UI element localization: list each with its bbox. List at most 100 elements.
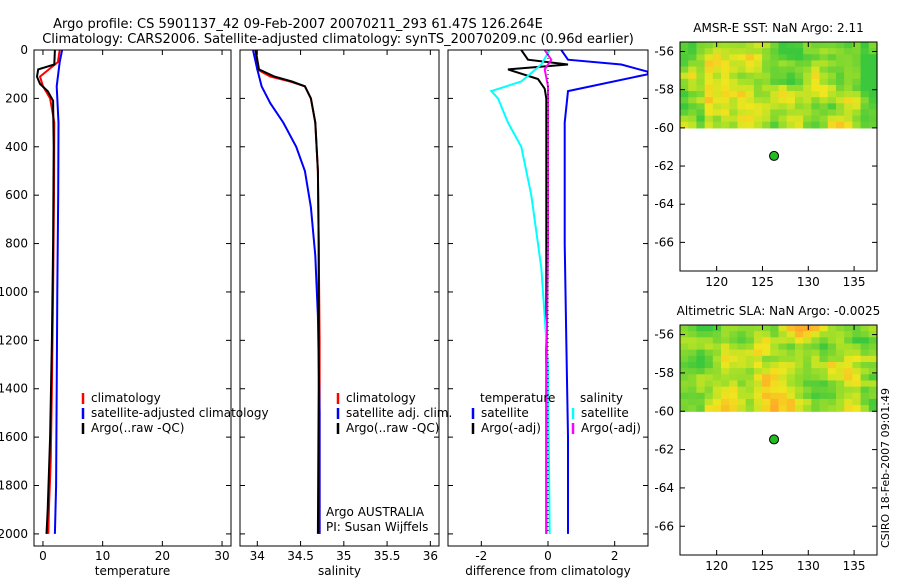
amsre-sst-heat-cell [696, 103, 706, 111]
amsre-sst-heat-cell [811, 91, 821, 98]
altimetric-sla-heat-cell [803, 405, 812, 412]
altimetric-sla-heat-cell [704, 349, 714, 357]
amsre-sst-frame [679, 41, 878, 272]
altimetric-sla-heat-cell [794, 343, 804, 351]
amsre-sst-heat-cell [737, 84, 747, 92]
altimetric-sla-heat-cell [778, 343, 788, 351]
difference-series-line [560, 50, 648, 534]
altimetric-sla-heat-cell [819, 343, 829, 351]
altimetric-sla-heat-cell [860, 386, 870, 394]
altimetric-sla-heat-cell [680, 337, 689, 345]
altimetric-sla-heat-cell [753, 398, 763, 406]
amsre-sst-heat-cell [827, 66, 837, 74]
amsre-sst-heat-cell [770, 121, 780, 129]
altimetric-sla-heat-cell [688, 355, 698, 363]
altimetric-sla-heat-cell [860, 374, 870, 382]
temperature-frame [33, 49, 232, 547]
altimetric-sla-heat-cell [794, 386, 804, 394]
amsre-sst-heat-cell [835, 48, 845, 55]
altimetric-sla-heat-cell [737, 355, 747, 363]
altimetric-sla-heat-cell [844, 361, 853, 369]
amsre-sst-heat-cell [786, 42, 796, 49]
amsre-sst-heat-cell [811, 54, 821, 61]
amsre-sst-heat-cell [835, 109, 845, 117]
amsre-sst-heat-cell [680, 121, 689, 129]
altimetric-sla-heat-cell [680, 392, 689, 400]
altimetric-sla-heat-cell [811, 392, 821, 400]
altimetric-sla-heat-cell [778, 380, 788, 388]
altimetric-sla-heat-cell [778, 337, 788, 345]
amsre-sst-heat-cell [835, 72, 845, 80]
altimetric-sla-heat-cell [721, 331, 730, 338]
altimetric-sla-heat-cell [844, 349, 853, 357]
altimetric-sla-heat-cell [721, 355, 730, 363]
amsre-sst-heat-cell [688, 121, 698, 129]
altimetric-sla-heat-cell [819, 355, 829, 363]
altimetric-sla-heat-cell [868, 380, 878, 388]
amsre-sst-heat-cell [811, 97, 821, 104]
amsre-sst-heat-cell [721, 109, 730, 117]
altimetric-sla-heat-cell [721, 349, 730, 357]
altimetric-sla-heat-cell [811, 343, 821, 351]
altimetric-sla-heat-cell [762, 380, 771, 388]
amsre-sst-heat-cell [811, 84, 821, 92]
amsre-sst-heat-cell [827, 48, 837, 55]
altimetric-sla-heat-cell [835, 398, 845, 406]
altimetric-sla-heat-cell [721, 325, 730, 332]
altimetric-sla-heat-cell [868, 392, 878, 400]
altimetric-sla-heat-cell [680, 349, 689, 357]
altimetric-sla-heat-cell [721, 337, 730, 345]
altimetric-sla-heat-cell [721, 405, 730, 412]
amsre-sst-heat-cell [704, 60, 714, 68]
altimetric-sla-heat-cell [770, 331, 780, 338]
temperature-xtick-label: 0 [39, 549, 47, 563]
altimetric-sla-heat-cell [680, 386, 689, 394]
altimetric-sla-heat-cell [835, 374, 845, 382]
altimetric-sla-heat-cell [778, 398, 788, 406]
salinity-series-line [254, 50, 321, 534]
amsre-sst-heat-cell [696, 66, 706, 74]
amsre-sst-heat-cell [860, 78, 870, 86]
amsre-sst-heat-cell [704, 72, 714, 80]
amsre-sst-heat-cell [778, 103, 788, 111]
amsre-sst-heat-cell [786, 78, 796, 86]
amsre-sst-heat-cell [844, 42, 853, 49]
amsre-sst-heat-cell [827, 78, 837, 86]
amsre-sst-heat-cell [778, 54, 788, 61]
temperature-ytick-label: 1400 [0, 382, 28, 396]
altimetric-sla-xtick-label: 135 [843, 559, 866, 573]
amsre-sst-heat-cell [688, 97, 698, 104]
altimetric-sla-heat-cell [762, 337, 771, 345]
amsre-sst-heat-cell [819, 42, 829, 49]
altimetric-sla-heat-cell [729, 325, 739, 332]
altimetric-sla-heat-cell [688, 343, 698, 351]
amsre-sst-heat-cell [827, 54, 837, 61]
altimetric-sla-heat-cell [786, 331, 796, 338]
amsre-sst-heat-cell [704, 54, 714, 61]
altimetric-sla-heat-cell [688, 349, 698, 357]
amsre-sst-heat-cell [778, 48, 788, 55]
altimetric-sla-heat-cell [844, 380, 853, 388]
amsre-sst-heat-cell [844, 72, 853, 80]
temperature-ytick-label: 1000 [0, 285, 28, 299]
amsre-sst-heat-cell [770, 91, 780, 98]
altimetric-sla-heat-cell [811, 361, 821, 369]
amsre-sst-heat-cell [688, 48, 698, 55]
amsre-sst-heat-cell [737, 54, 747, 61]
difference-series-line [507, 50, 569, 534]
amsre-sst-heat-cell [721, 42, 730, 49]
amsre-sst-heat-cell [745, 72, 755, 80]
amsre-sst-float-marker [769, 150, 780, 161]
amsre-sst-heat-cell [688, 78, 698, 86]
amsre-sst-heat-cell [680, 115, 689, 123]
difference-series-line [543, 50, 553, 534]
amsre-sst-heat-cell [753, 42, 763, 49]
altimetric-sla-heat-cell [753, 386, 763, 394]
amsre-sst-heat-cell [753, 97, 763, 104]
altimetric-sla-heat-cell [827, 392, 837, 400]
altimetric-sla-heat-cell [712, 337, 722, 345]
amsre-sst-heat-cell [721, 97, 730, 104]
altimetric-sla-heat-cell [860, 361, 870, 369]
amsre-sst-heat-cell [844, 54, 853, 61]
altimetric-sla-heat-cell [770, 374, 780, 382]
